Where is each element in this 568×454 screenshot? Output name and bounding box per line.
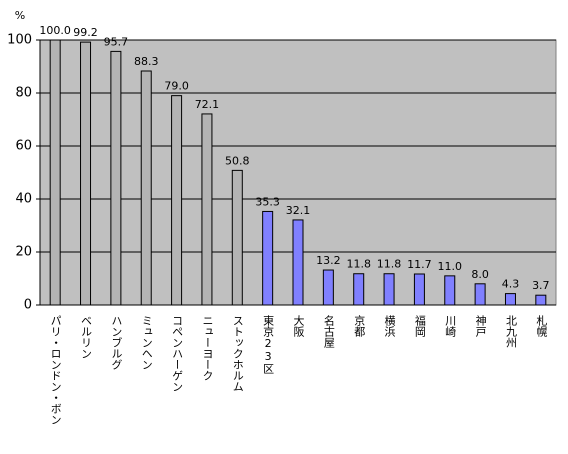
value-label: 50.8 [225,154,250,167]
bar [231,169,243,306]
bar [140,70,152,306]
x-tick-label: パリ・ロンドン・ボン [49,315,62,425]
bar [504,293,516,306]
bar [535,294,547,306]
x-tick-label: ミュンヘン [140,315,153,370]
bar [49,39,61,306]
value-label: 11.8 [377,258,402,271]
y-tick-label: 20 [15,245,32,260]
bar [262,210,274,306]
value-label: 95.7 [104,35,129,48]
x-tick-label: 京都 [353,314,366,337]
value-label: 11.0 [438,260,463,273]
x-tick-label: 川崎 [444,315,457,337]
y-tick-label: 40 [15,192,32,207]
x-tick-label: ベルリン [80,315,93,359]
x-tick-label: ニューヨーク [201,315,214,381]
bar [474,283,486,306]
y-tick-label: 60 [15,139,32,154]
value-label: 13.2 [316,254,341,267]
x-tick-label: ストックホルム [231,315,244,392]
bar [80,41,92,306]
x-tick-label: ハンブルグ [110,315,123,370]
value-label: 32.1 [286,204,311,217]
bar [353,273,365,306]
y-tick-label: 80 [15,86,32,101]
x-tick-label: 北九州 [504,315,517,348]
value-label: 88.3 [134,55,159,68]
value-label: 4.3 [502,278,520,291]
bar [444,275,456,306]
bar [292,219,304,306]
x-tick-label: コペンハーゲン [171,315,184,392]
value-label: 35.3 [255,195,280,208]
y-tick-label: 100 [7,33,32,48]
value-label: 11.7 [407,258,432,271]
x-tick-label: 名古屋 [322,314,335,349]
bar [201,113,213,306]
y-unit: % [15,9,25,22]
bar [322,269,334,306]
value-label: 72.1 [195,98,220,111]
value-label: 99.2 [73,26,98,39]
value-label: 3.7 [532,279,550,292]
x-tick-label: 福岡 [413,314,426,338]
x-tick-label: 神戸 [474,314,487,338]
x-tick-label: 札幌 [535,315,548,338]
x-tick-label: 東京23区 [262,315,275,374]
value-label: 11.8 [346,258,371,271]
x-tick-label: 横浜 [383,314,396,338]
value-label: 100.0 [39,24,71,37]
value-label: 8.0 [471,268,489,281]
x-tick-label: 大阪 [292,314,305,338]
bar [110,50,122,306]
bar [383,273,395,306]
value-label: 79.0 [164,80,189,93]
y-tick-label: 0 [24,298,32,313]
bar [413,273,425,306]
bar [171,95,183,306]
